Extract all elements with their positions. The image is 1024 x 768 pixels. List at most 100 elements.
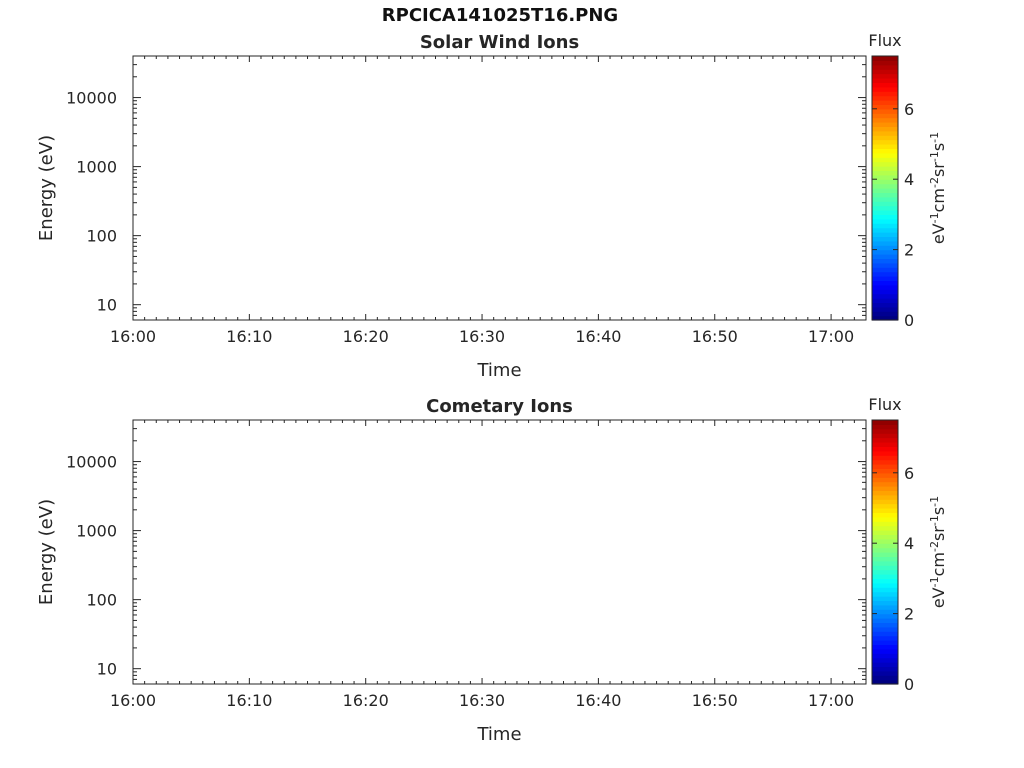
x-tick-label: 16:20 <box>343 327 389 346</box>
y-tick-label: 10000 <box>66 453 117 472</box>
colorbar-step <box>872 192 898 198</box>
colorbar-step <box>872 679 898 685</box>
colorbar-step <box>872 258 898 264</box>
colorbar-step <box>872 289 898 295</box>
y-axis-label: Energy (eV) <box>36 499 57 605</box>
colorbar-tick-label: 4 <box>904 170 914 189</box>
colorbar-step <box>872 490 898 496</box>
colorbar-step <box>872 560 898 566</box>
colorbar-step <box>872 582 898 588</box>
colorbar-step <box>872 183 898 189</box>
colorbar-step <box>872 210 898 215</box>
colorbar-step <box>872 428 898 434</box>
x-tick-label: 16:30 <box>459 327 505 346</box>
colorbar-step <box>872 455 898 461</box>
colorbar-step <box>872 424 898 430</box>
colorbar-step <box>872 464 898 469</box>
colorbar-unit-label: eV-1cm-2sr-1s-1 <box>928 496 949 608</box>
colorbar-step <box>872 73 898 79</box>
colorbar-step <box>872 157 898 163</box>
colorbar-step <box>872 472 898 478</box>
x-tick-label: 16:50 <box>692 691 738 710</box>
colorbar-step <box>872 420 898 425</box>
y-tick-label: 10 <box>97 660 117 679</box>
colorbar-step <box>872 108 898 114</box>
colorbar-step <box>872 437 898 443</box>
colorbar-step <box>872 196 898 202</box>
colorbar-step <box>872 648 898 654</box>
colorbar-step <box>872 547 898 553</box>
colorbar-step <box>872 534 898 540</box>
colorbar-step <box>872 223 898 229</box>
colorbar-step <box>872 516 898 522</box>
colorbar-step <box>872 596 898 601</box>
colorbar-step <box>872 245 898 251</box>
colorbar-step <box>872 276 898 281</box>
colorbar-tick-label: 0 <box>904 311 914 330</box>
plot-area <box>133 420 866 684</box>
colorbar-step <box>872 113 898 119</box>
colorbar-step <box>872 267 898 273</box>
colorbar-step <box>872 117 898 123</box>
colorbar-step <box>872 148 898 154</box>
colorbar-frame <box>871 419 899 685</box>
colorbar-step <box>872 499 898 505</box>
x-tick-label: 16:40 <box>575 327 621 346</box>
x-tick-label: 16:40 <box>575 691 621 710</box>
colorbar-step <box>872 574 898 579</box>
colorbar-step <box>872 662 898 667</box>
colorbar-step <box>872 161 898 167</box>
colorbar-step <box>872 635 898 641</box>
colorbar-step <box>872 249 898 255</box>
colorbar-step <box>872 503 898 509</box>
y-tick-label: 10000 <box>66 89 117 108</box>
colorbar-title: Flux <box>868 395 901 414</box>
colorbar-step <box>872 100 898 105</box>
plot-area <box>133 56 866 320</box>
colorbar-step <box>872 477 898 483</box>
y-tick-label: 100 <box>86 227 117 246</box>
figure-title: RPCICA141025T16.PNG <box>381 5 619 26</box>
colorbar-step <box>872 613 898 619</box>
colorbar-step <box>872 512 898 518</box>
colorbar-step <box>872 618 898 623</box>
colorbar-step <box>872 240 898 246</box>
x-tick-label: 16:30 <box>459 691 505 710</box>
colorbar-step <box>872 486 898 491</box>
x-tick-label: 16:10 <box>226 691 272 710</box>
colorbar-step <box>872 170 898 176</box>
colorbar-step <box>872 69 898 75</box>
colorbar-step <box>872 293 898 299</box>
colorbar-step <box>872 675 898 681</box>
colorbar-step <box>872 631 898 637</box>
colorbar-step <box>872 640 898 645</box>
y-axis-label: Energy (eV) <box>36 135 57 241</box>
colorbar-step <box>872 552 898 557</box>
colorbar-step <box>872 315 898 321</box>
colorbar-step <box>872 556 898 562</box>
colorbar-step <box>872 82 898 88</box>
colorbar-step <box>872 670 898 676</box>
colorbar-step <box>872 139 898 145</box>
colorbar-step <box>872 152 898 158</box>
panel-solar-wind-ions: Solar Wind Ions 16:00 16:10 16:20 16:30 16:40… <box>36 31 948 381</box>
x-tick-label: 16:00 <box>110 327 156 346</box>
colorbar-step <box>872 666 898 672</box>
y-tick-label: 10 <box>97 296 117 315</box>
y-tick-label: 1000 <box>76 522 117 541</box>
colorbar-title: Flux <box>868 31 901 50</box>
colorbar-step <box>872 600 898 606</box>
colorbar-step <box>872 284 898 290</box>
x-tick-label: 17:00 <box>808 691 854 710</box>
x-tick-label: 17:00 <box>808 327 854 346</box>
colorbar-step <box>872 657 898 663</box>
colorbar-step <box>872 254 898 259</box>
plot-frame <box>132 55 867 321</box>
colorbar-step <box>872 591 898 597</box>
colorbar-step <box>872 179 898 185</box>
colorbar-step <box>872 450 898 456</box>
panel-title: Cometary Ions <box>426 396 573 417</box>
colorbar-tick-label: 6 <box>904 100 914 119</box>
colorbar-step <box>872 306 898 312</box>
plot-frame <box>132 419 867 685</box>
